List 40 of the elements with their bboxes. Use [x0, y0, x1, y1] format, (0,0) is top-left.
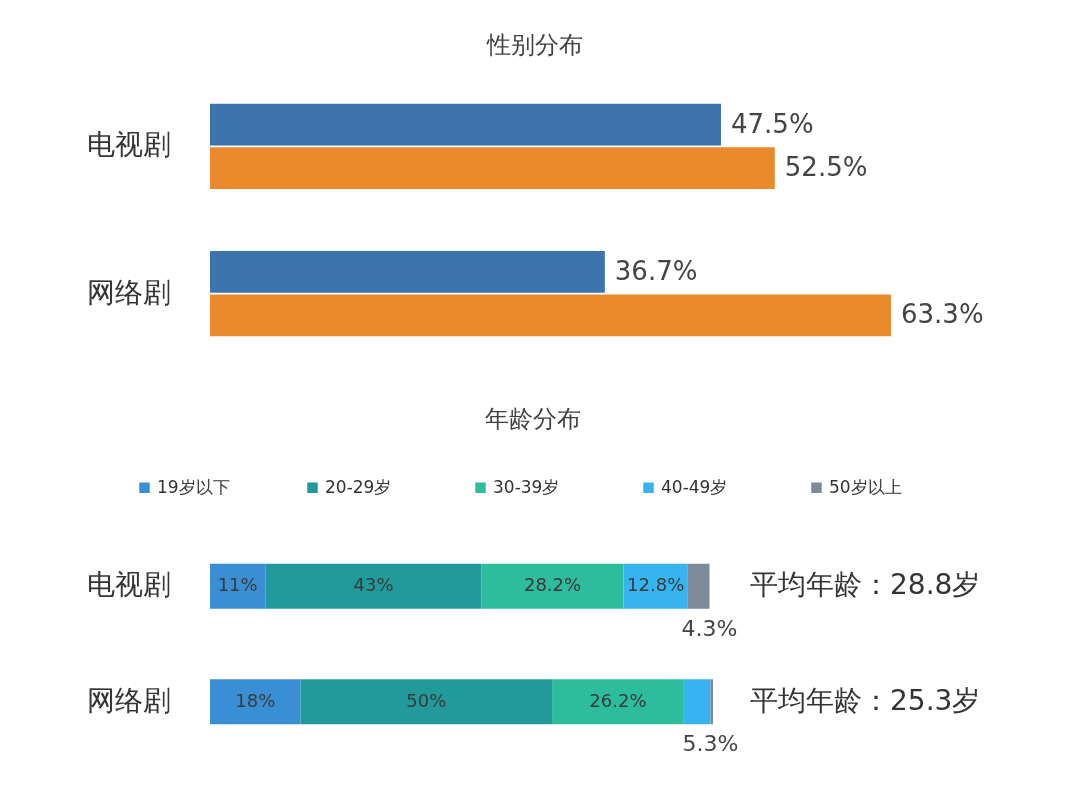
- bar: [210, 294, 891, 337]
- legend-label: 40-49岁: [661, 476, 728, 497]
- text: 平均年龄：28.8岁: [750, 568, 981, 602]
- data-label: 18%: [235, 689, 276, 711]
- bar: [210, 147, 775, 190]
- bar: [210, 563, 266, 609]
- text: 平均年龄：25.3岁: [750, 683, 981, 717]
- data-label: 12.8%: [627, 574, 685, 596]
- bar: [683, 679, 711, 725]
- legend-label: 20-29岁: [325, 476, 392, 497]
- data-label: 63.3%: [901, 299, 984, 330]
- data-label: 36.7%: [614, 255, 698, 286]
- bar: [265, 563, 482, 609]
- legend-label: 30-39岁: [493, 476, 560, 497]
- bar: [623, 563, 688, 609]
- data-label: 52.5%: [784, 152, 868, 183]
- data-label: 47.5%: [731, 108, 814, 139]
- data-label: 26.2%: [589, 689, 647, 711]
- y-tick-label: 网络剧: [86, 683, 171, 717]
- data-label: 5.3%: [682, 731, 739, 757]
- y-tick-label: 网络剧: [86, 275, 171, 309]
- bar: [210, 103, 722, 146]
- y-tick-label: 电视剧: [86, 128, 171, 162]
- data-label: 50%: [406, 689, 447, 711]
- bar: [210, 250, 605, 293]
- y-tick-label: 电视剧: [86, 568, 171, 602]
- data-label: 43%: [353, 574, 394, 596]
- bar: [552, 679, 684, 725]
- bar: [300, 679, 553, 725]
- data-label: 4.3%: [681, 615, 738, 641]
- bar: [710, 679, 713, 725]
- chart-title: 性别分布: [485, 31, 583, 59]
- bar: [210, 679, 301, 725]
- legend-label: 19岁以下: [157, 476, 230, 497]
- bar: [687, 563, 710, 609]
- chart-title: 年龄分布: [485, 405, 582, 433]
- bar: [481, 563, 624, 609]
- data-label: 28.2%: [523, 574, 582, 596]
- data-label: 11%: [217, 574, 258, 596]
- legend-label: 50岁以上: [829, 476, 902, 497]
